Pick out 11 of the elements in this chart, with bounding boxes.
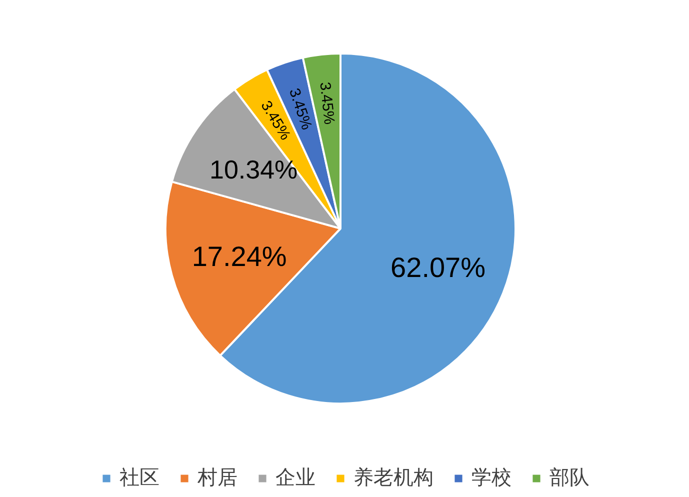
data-label: 3.45%	[316, 81, 338, 126]
data-label: 17.24%	[192, 241, 287, 272]
data-label: 62.07%	[390, 252, 486, 283]
legend-label: 企业	[276, 464, 316, 491]
legend-label: 部队	[550, 464, 590, 491]
legend-label: 学校	[472, 464, 512, 491]
legend-label: 村居	[198, 464, 238, 491]
legend-label: 社区	[120, 464, 160, 491]
data-label: 10.34%	[209, 154, 298, 185]
data-label: 3.45%	[285, 86, 316, 132]
legend-label: 养老机构	[354, 464, 434, 491]
